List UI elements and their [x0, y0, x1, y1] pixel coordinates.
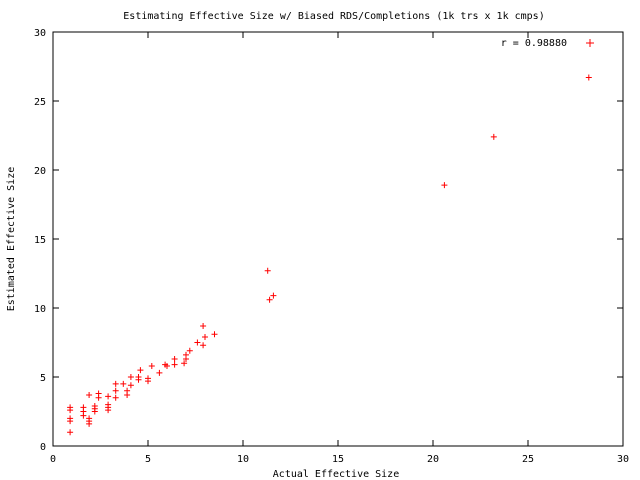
x-tick-label: 10 — [237, 454, 249, 465]
data-point — [105, 393, 112, 400]
data-point — [105, 401, 112, 408]
y-tick-label: 25 — [34, 97, 46, 108]
data-point — [211, 331, 218, 338]
data-point — [186, 347, 193, 354]
legend: r = 0.98880 — [501, 38, 594, 49]
data-point — [441, 182, 448, 189]
data-point — [86, 391, 93, 398]
data-point — [135, 374, 142, 380]
data-point — [270, 292, 277, 299]
data-point — [67, 429, 74, 436]
data-points — [67, 74, 592, 436]
data-point — [181, 360, 188, 367]
x-tick-label: 30 — [617, 454, 629, 465]
y-axis-label: Estimated Effective Size — [6, 167, 17, 312]
data-point — [585, 74, 592, 81]
data-point — [156, 369, 163, 376]
x-tick-label: 15 — [332, 454, 344, 465]
data-point — [127, 382, 134, 389]
data-point — [137, 367, 144, 374]
x-axis-label: Actual Effective Size — [273, 469, 399, 480]
data-point — [171, 356, 178, 363]
data-point — [171, 361, 178, 368]
y-tick-label: 20 — [34, 166, 46, 177]
data-point — [148, 362, 155, 369]
y-tick-label: 5 — [40, 373, 46, 384]
data-point — [264, 267, 271, 274]
data-point — [200, 322, 207, 329]
axis-ticks: 0 5 10 15 20 25 30 0 5 10 15 20 25 30 — [34, 28, 629, 465]
data-point — [145, 375, 151, 382]
data-point — [112, 380, 119, 387]
data-point — [490, 133, 497, 140]
data-point — [95, 390, 102, 397]
data-point — [91, 402, 98, 409]
data-point — [183, 351, 189, 358]
data-point — [200, 342, 207, 349]
legend-label: r = 0.98880 — [501, 38, 567, 49]
data-point — [266, 296, 273, 303]
data-point — [112, 394, 119, 401]
x-tick-label: 20 — [427, 454, 439, 465]
x-tick-label: 0 — [50, 454, 56, 465]
legend-marker — [586, 39, 594, 47]
data-point — [164, 362, 170, 369]
data-point — [112, 387, 119, 394]
y-tick-label: 15 — [34, 235, 46, 246]
data-point — [194, 339, 201, 346]
x-tick-label: 5 — [145, 454, 151, 465]
data-point — [202, 333, 208, 340]
y-tick-label: 0 — [40, 442, 46, 453]
data-point — [86, 415, 93, 422]
data-point — [127, 374, 134, 380]
y-tick-label: 10 — [34, 304, 46, 315]
data-point — [67, 404, 74, 411]
y-tick-label: 30 — [34, 28, 46, 39]
chart-title: Estimating Effective Size w/ Biased RDS/… — [123, 11, 544, 22]
data-point — [80, 404, 87, 411]
data-point — [67, 415, 74, 422]
data-point — [124, 387, 131, 394]
data-point — [120, 380, 127, 387]
x-tick-label: 25 — [522, 454, 534, 465]
